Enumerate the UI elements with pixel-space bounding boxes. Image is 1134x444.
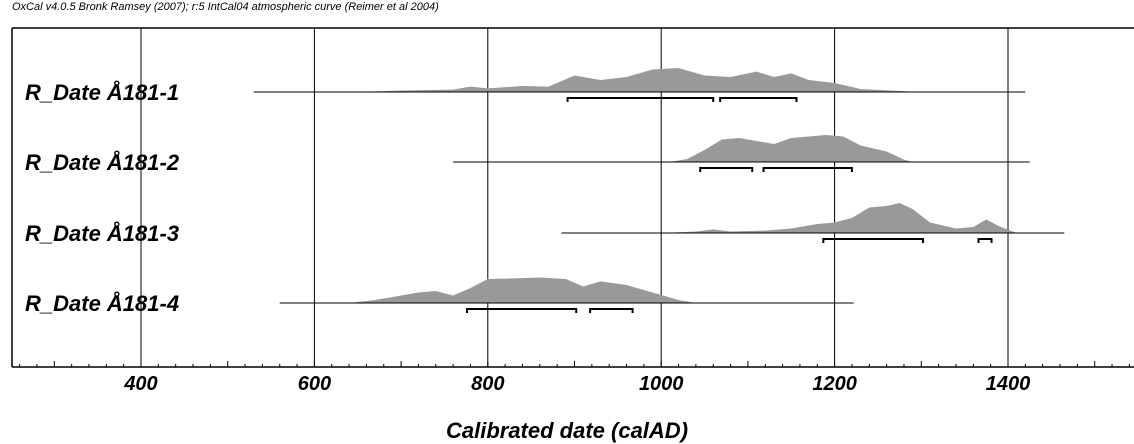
hpd-bracket [762,167,853,172]
hpd-bracket [465,308,578,313]
series-2: R_Date Å181-2 [25,135,1030,175]
posterior-density [669,135,913,162]
series-1: R_Date Å181-1 [25,68,1026,105]
tick-label-1400: 1400 [986,373,1031,395]
hpd-bracket [822,238,925,243]
hpd-bracket [977,238,993,243]
chart-header: OxCal v4.0.5 Bronk Ramsey (2007); r:5 In… [12,1,439,13]
series-label: R_Date Å181-1 [25,80,179,105]
hpd-bracket [589,308,634,313]
hpd-bracket [699,167,754,172]
tick-label-600: 600 [298,373,331,395]
grid-lines [140,28,1009,367]
series-label: R_Date Å181-4 [25,291,179,316]
hpd-bracket [719,97,798,102]
series-4: R_Date Å181-4 [25,277,854,316]
x-axis-title: Calibrated date (calAD) [445,418,689,443]
series-label: R_Date Å181-3 [25,221,179,246]
hpd-bracket [566,97,715,102]
plot-frame [11,27,1134,368]
x-axis: 400 600 800 1000 1200 1400 [19,361,1130,395]
tick-label-1000: 1000 [639,373,684,395]
tick-label-1200: 1200 [812,373,857,395]
posterior-density [279,68,922,92]
tick-label-400: 400 [123,373,157,395]
posterior-density [349,277,696,303]
date-series: R_Date Å181-1 R_Date Å181-2 R_Date Å181-3 R… [25,68,1065,316]
posterior-density [661,203,1017,233]
calibration-plot: R_Date Å181-1 R_Date Å181-2 R_Date Å181-3 R… [11,27,1134,395]
series-3: R_Date Å181-3 [25,203,1065,246]
series-label: R_Date Å181-2 [25,150,180,175]
tick-label-800: 800 [471,373,504,395]
